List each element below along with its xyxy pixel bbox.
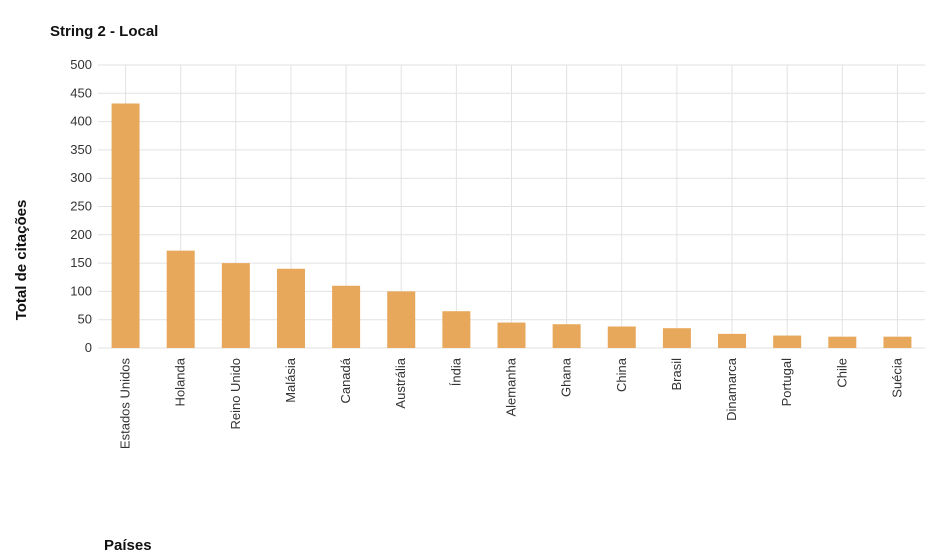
bar <box>883 336 912 348</box>
bar <box>662 328 691 348</box>
x-tick-label: Ghana <box>559 357 574 397</box>
y-tick-label: 350 <box>70 142 92 157</box>
x-tick-label: Malásia <box>283 357 298 403</box>
bar <box>111 103 140 348</box>
x-tick-label: Canadá <box>338 357 353 403</box>
y-tick-label: 500 <box>70 57 92 72</box>
y-axis-label-group: Total de citações <box>13 200 30 321</box>
x-tick-label: Chile <box>834 358 849 388</box>
x-tick-label: Suécia <box>889 357 904 398</box>
x-axis-label: Países <box>104 537 152 554</box>
x-tick-label: Austrália <box>393 357 408 408</box>
bar <box>773 335 802 348</box>
y-tick-label: 400 <box>70 114 92 129</box>
x-tick-label: Estados Unidos <box>118 358 133 450</box>
x-tick-label: Alemanha <box>504 357 519 416</box>
x-tick-label: China <box>614 357 629 392</box>
bar <box>166 250 195 348</box>
chart-title: String 2 - Local <box>50 23 158 40</box>
y-tick-label: 50 <box>78 312 92 327</box>
bar <box>607 326 636 348</box>
bar <box>276 268 305 348</box>
x-tick-label: Índia <box>448 357 463 386</box>
y-axis-label: Total de citações <box>13 200 30 321</box>
bar <box>387 291 416 348</box>
x-tick-label: Holanda <box>173 357 188 406</box>
y-tick-label: 250 <box>70 199 92 214</box>
bar <box>828 336 857 348</box>
bars <box>111 103 912 348</box>
y-tick-label: 0 <box>85 340 92 355</box>
y-tick-label: 100 <box>70 283 92 298</box>
bar <box>442 311 471 348</box>
x-tick-label: Brasil <box>669 358 684 391</box>
x-tick-label: Portugal <box>779 358 794 407</box>
bar <box>552 324 581 348</box>
x-tick-label: Reino Unido <box>228 358 243 430</box>
bar <box>718 333 747 348</box>
x-tick-labels: Estados Unidos Holanda Reino Unido Malásia C… <box>118 357 905 449</box>
bar <box>221 263 250 348</box>
y-tick-label: 450 <box>70 85 92 100</box>
y-tick-label: 200 <box>70 227 92 242</box>
bar <box>497 322 526 348</box>
y-tick-label: 300 <box>70 170 92 185</box>
y-tick-labels: 0 50 100 150 200 250 300 350 400 450 500 <box>70 57 92 355</box>
bar <box>332 285 361 348</box>
y-tick-label: 150 <box>70 255 92 270</box>
x-tick-label: Dinamarca <box>724 357 739 421</box>
